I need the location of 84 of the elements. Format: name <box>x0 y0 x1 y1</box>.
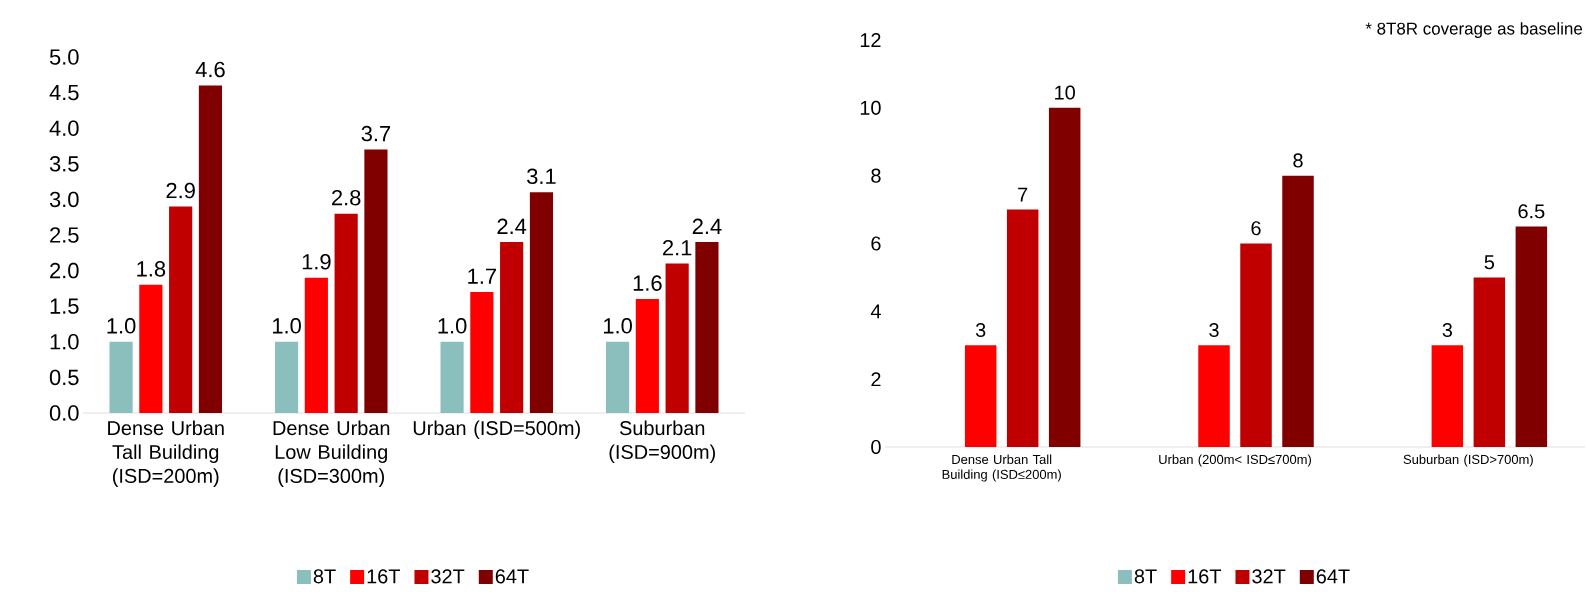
legend-label: 8T <box>1134 569 1157 584</box>
bar <box>695 242 719 413</box>
data-label: 3.7 <box>361 125 391 142</box>
bar <box>274 341 299 413</box>
legend-label: 32T <box>1252 569 1286 584</box>
data-label: 1.0 <box>438 318 467 334</box>
y-tick-label: 1.5 <box>50 298 79 314</box>
y-tick-label: 0 <box>871 439 881 455</box>
legend-label: 16T <box>367 569 401 584</box>
x-tick-label: Suburban (ISD>700m) <box>1403 454 1533 467</box>
x-tick-label: Dense Urban Tall Building (ISD=200m) <box>108 420 224 487</box>
y-tick-label: 8 <box>871 168 881 183</box>
bar <box>1048 107 1081 447</box>
y-tick-label: 6 <box>871 236 881 251</box>
bar <box>605 341 630 413</box>
legend-label: 16T <box>1188 569 1222 584</box>
y-tick-label: 3.0 <box>49 191 79 208</box>
data-label: 6 <box>1251 221 1261 236</box>
data-label: 1.7 <box>468 268 496 284</box>
bar <box>1473 277 1506 447</box>
bar <box>665 263 689 413</box>
legend-label: 64T <box>495 569 529 584</box>
y-tick-label: 2 <box>871 372 881 387</box>
bar <box>139 284 163 413</box>
data-label: 8 <box>1293 153 1303 168</box>
text: * 8T8R coverage as baseline <box>1365 22 1583 38</box>
data-label: 7 <box>1018 187 1028 202</box>
x-tick-label: Dense Urban Low Building (ISD=300m) <box>273 420 390 487</box>
data-label: 3 <box>1209 322 1219 338</box>
bar <box>635 299 659 413</box>
y-tick-label: 12 <box>860 33 881 47</box>
bar <box>440 341 464 413</box>
y-tick-label: 4 <box>870 304 881 319</box>
data-label: 6.5 <box>1518 204 1545 219</box>
data-label: 3 <box>975 322 986 338</box>
bar <box>334 213 358 413</box>
bar <box>529 192 554 413</box>
y-tick-label: 0.0 <box>49 405 79 421</box>
x-tick-label: Dense Urban Tall Building (ISD≤200m) <box>942 454 1061 482</box>
bar <box>198 85 223 413</box>
bar <box>169 206 193 413</box>
data-label: 2.1 <box>663 239 692 256</box>
bar <box>1240 243 1272 447</box>
bar <box>109 341 133 413</box>
y-tick-label: 10 <box>860 100 881 115</box>
y-tick-label: 2.5 <box>50 227 79 243</box>
bar <box>1282 175 1314 447</box>
x-tick-label: Suburban (ISD=900m) <box>609 420 715 463</box>
bar <box>500 242 524 413</box>
bar <box>1006 209 1039 447</box>
data-label: 2.4 <box>692 218 722 234</box>
data-label: 1.0 <box>604 318 632 334</box>
y-tick-label: 1.0 <box>50 334 79 350</box>
data-label: 1.0 <box>273 318 301 334</box>
x-tick-label: Urban (ISD=500m) <box>413 420 580 440</box>
x-tick-label: Urban (200m< ISD≤700m) <box>1159 454 1311 467</box>
bar <box>304 277 328 413</box>
y-tick-label: 4.5 <box>49 84 79 101</box>
data-label: 3.1 <box>527 168 556 185</box>
data-label: 1.9 <box>302 253 331 270</box>
data-label: 1.0 <box>107 318 136 334</box>
data-label: 1.6 <box>633 275 662 291</box>
bar <box>470 291 494 413</box>
data-label: 2.4 <box>497 218 527 234</box>
data-label: 1.8 <box>137 261 166 277</box>
data-label: 2.8 <box>332 189 361 206</box>
legend-label: 8T <box>313 569 336 584</box>
y-tick-label: 4.0 <box>49 120 79 136</box>
bar <box>1431 345 1464 447</box>
bar <box>964 345 997 447</box>
y-tick-label: 3.5 <box>49 156 79 172</box>
data-label: 3 <box>1442 322 1453 338</box>
y-tick-label: 5.0 <box>49 49 79 65</box>
legend-label: 64T <box>1316 569 1350 584</box>
data-label: 4.6 <box>195 61 225 78</box>
y-tick-label: 0.5 <box>49 369 79 386</box>
bar <box>1198 345 1230 447</box>
legend-label: 32T <box>431 569 465 584</box>
bar <box>364 149 388 413</box>
y-tick-label: 2.0 <box>50 262 79 279</box>
data-label: 5 <box>1484 255 1495 270</box>
data-label: 2.9 <box>166 182 195 199</box>
data-label: 10 <box>1055 85 1075 100</box>
bar <box>1515 226 1548 447</box>
